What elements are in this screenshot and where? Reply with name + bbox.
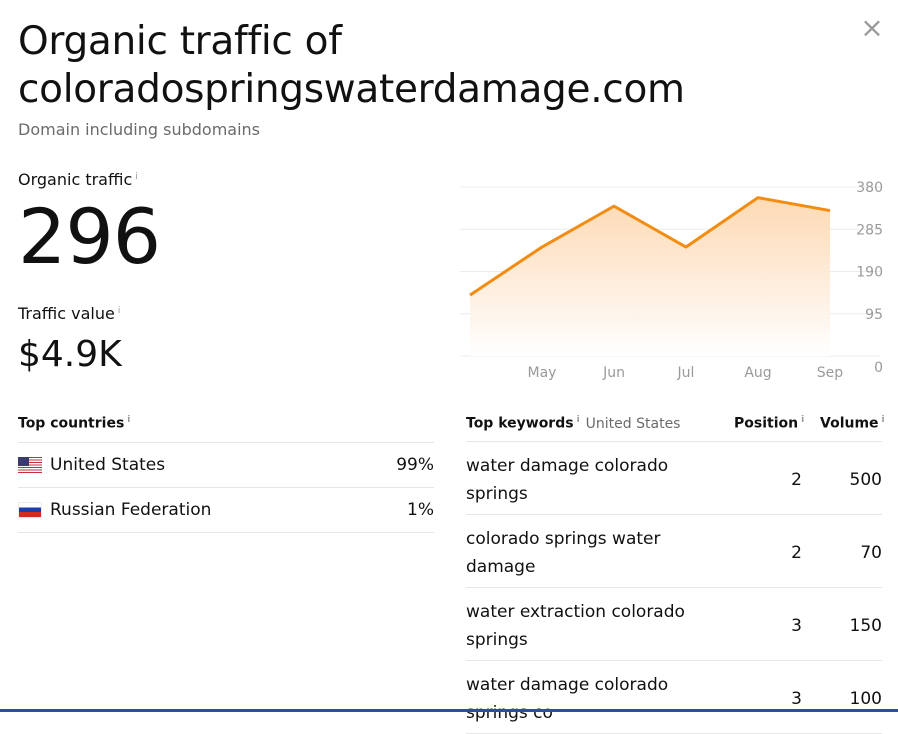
top-keywords-table: water damage colorado springs 2 500 colo… [466,442,882,734]
info-icon[interactable]: i [135,171,138,182]
close-icon[interactable]: × [860,11,884,44]
ru-flag-icon [18,502,42,518]
keyword-volume: 70 [860,543,882,563]
keywords-country: United States [585,415,681,432]
keyword-volume: 100 [849,689,882,709]
organic-traffic-value: 296 [18,192,161,281]
x-tick-label: May [528,365,557,381]
organic-traffic-chart: 0 95 190 285 380 May Jun Jul Aug Sep [460,180,883,381]
info-icon[interactable]: i [801,415,805,425]
traffic-value-label-text: Traffic value [18,304,115,323]
top-countries-heading-text: Top countries [18,415,125,432]
x-tick-label: Sep [817,365,844,381]
organic-traffic-label-text: Organic traffic [18,170,133,189]
bottom-scroll-edge [0,709,898,712]
y-tick-label: 380 [856,180,883,196]
top-keywords-header: Top keywords i United States Position i Vol… [466,413,885,442]
keyword-text[interactable]: water damage colorado springs co [466,675,669,723]
x-tick-label: Jul [677,365,695,381]
keyword-position: 2 [791,470,802,490]
chart-area [470,197,830,356]
keyword-row[interactable]: water extraction colorado springs 3 150 [466,588,882,661]
chart-line [469,196,831,297]
keyword-row[interactable]: water damage colorado springs 2 500 [466,442,882,515]
keyword-row[interactable]: colorado springs water damage 2 70 [466,515,882,588]
traffic-value-label: Traffic value i [18,304,120,323]
info-icon[interactable]: i [881,415,885,425]
traffic-value-amount: $4.9K [18,334,122,375]
country-row[interactable]: United States 99% [18,443,434,488]
page-title: Organic traffic of coloradospringswaterd… [18,19,685,112]
keyword-text[interactable]: water damage colorado springs [466,456,669,504]
page-subtitle: Domain including subdomains [18,120,261,139]
keyword-volume: 500 [849,470,882,490]
info-icon[interactable]: i [127,415,131,425]
keyword-volume: 150 [849,616,882,636]
keyword-text[interactable]: colorado springs water damage [466,529,661,577]
y-tick-label: 95 [865,307,883,323]
y-tick-label: 285 [856,222,883,238]
info-icon[interactable]: i [117,305,121,316]
top-countries-heading: Top countries i [18,415,130,432]
top-keywords-heading-text: Top keywords [466,415,574,432]
keyword-text[interactable]: water extraction colorado springs [466,602,685,650]
position-column-header: Position i [734,415,804,432]
organic-traffic-label: Organic traffic i [18,170,138,189]
keyword-row[interactable]: water damage colorado springs co 3 100 [466,661,882,734]
keyword-position: 2 [791,543,802,563]
y-tick-label: 0 [874,360,883,376]
top-keywords-heading: Top keywords i United States [466,415,680,432]
position-column-label: Position [734,415,799,432]
country-share: 99% [396,455,434,475]
country-share: 1% [407,500,434,520]
country-name: United States [50,455,166,475]
us-flag-icon [18,457,42,473]
keyword-position: 3 [791,689,802,709]
y-tick-label: 190 [856,265,883,281]
keyword-position: 3 [791,616,802,636]
country-name: Russian Federation [50,500,212,520]
x-tick-label: Jun [602,365,625,381]
country-row[interactable]: Russian Federation 1% [18,488,434,533]
top-countries-table: United States 99% Russian Federation 1% [18,442,434,533]
x-tick-label: Aug [744,365,771,381]
info-icon[interactable]: i [576,415,580,425]
volume-column-header: Volume i [820,415,885,432]
volume-column-label: Volume [820,415,879,432]
